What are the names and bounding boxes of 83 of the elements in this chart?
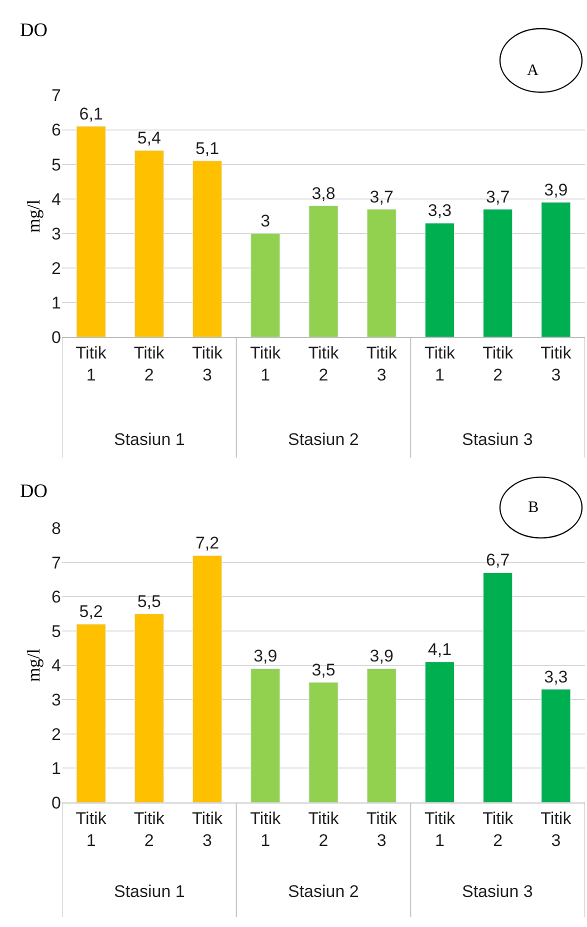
y-tick-label: 7 bbox=[52, 86, 61, 106]
y-tick-label: 4 bbox=[52, 656, 61, 676]
x-tick-label: Titik 3 bbox=[540, 344, 572, 385]
bar bbox=[134, 150, 164, 338]
data-label: 3,7 bbox=[370, 187, 394, 206]
bar bbox=[192, 160, 222, 338]
text: Stasiun 1 bbox=[114, 430, 185, 449]
x-tick-label: Titik 2 bbox=[308, 344, 340, 385]
data-label: 7,2 bbox=[195, 534, 220, 553]
y-tick-label: 8 bbox=[52, 519, 61, 538]
x-tick-label: Titik 3 bbox=[192, 808, 224, 850]
data-label: 5,2 bbox=[79, 602, 103, 622]
x-tick-label: Titik 2 bbox=[482, 808, 514, 850]
data-label: 4,1 bbox=[428, 640, 452, 659]
text: Stasiun 1 bbox=[114, 882, 185, 901]
bar bbox=[424, 662, 454, 802]
data-label: 3,3 bbox=[544, 667, 568, 686]
bar bbox=[250, 668, 280, 802]
bar bbox=[483, 209, 513, 338]
x-tick-label: Titik 1 bbox=[250, 808, 282, 850]
y-tick-label: 4 bbox=[52, 190, 61, 209]
y-axis-title: mg/l bbox=[24, 648, 44, 682]
text: Stasiun 3 bbox=[462, 882, 533, 901]
x-tick-label: Titik 1 bbox=[250, 344, 282, 385]
x-tick-label: Titik 1 bbox=[424, 808, 456, 850]
bar bbox=[192, 555, 222, 802]
data-label: 3,9 bbox=[370, 646, 394, 666]
data-label: 3,3 bbox=[428, 201, 452, 220]
y-axis-title: mg/l bbox=[24, 200, 44, 233]
x-tick-label: Titik 1 bbox=[424, 344, 456, 385]
y-tick-label: 1 bbox=[52, 294, 61, 313]
bar bbox=[76, 624, 106, 802]
bar bbox=[366, 668, 396, 802]
y-tick-label: 0 bbox=[52, 793, 61, 812]
x-tick-label: Titik 3 bbox=[540, 808, 572, 850]
chart-title: DO bbox=[20, 20, 48, 41]
y-tick-label: 1 bbox=[52, 759, 61, 778]
text: Stasiun 2 bbox=[288, 430, 359, 449]
y-tick-label: 5 bbox=[52, 622, 61, 641]
y-tick-label: 2 bbox=[52, 258, 61, 278]
bar bbox=[483, 572, 513, 802]
x-tick-label: Titik 3 bbox=[366, 344, 398, 385]
chart-title: DO bbox=[20, 481, 48, 502]
data-label: 3,7 bbox=[486, 187, 510, 206]
data-label: 6,1 bbox=[79, 104, 103, 124]
data-label: 5,5 bbox=[137, 592, 161, 611]
y-tick-label: 0 bbox=[52, 328, 61, 348]
x-tick-label: Titik 3 bbox=[366, 808, 398, 850]
x-tick-label: Titik 2 bbox=[308, 808, 340, 850]
y-tick-label: 3 bbox=[52, 690, 61, 710]
y-tick-label: 6 bbox=[52, 588, 61, 607]
data-label: 3,5 bbox=[312, 660, 336, 680]
bar bbox=[424, 222, 454, 338]
bar bbox=[250, 233, 280, 338]
x-tick-label: Titik 1 bbox=[76, 808, 107, 850]
bar bbox=[366, 209, 396, 338]
data-label: 5,1 bbox=[195, 138, 220, 158]
bar bbox=[76, 126, 106, 338]
data-label: 3 bbox=[260, 211, 270, 230]
bar bbox=[308, 206, 338, 338]
x-tick-label: Titik 2 bbox=[482, 344, 514, 385]
text: A bbox=[527, 62, 539, 79]
x-tick-label: Titik 2 bbox=[134, 344, 165, 385]
y-tick-label: 3 bbox=[52, 224, 61, 244]
y-tick-label: 6 bbox=[52, 120, 61, 140]
x-tick-label: Titik 1 bbox=[76, 344, 107, 385]
text: Stasiun 3 bbox=[462, 430, 533, 449]
y-tick-label: 7 bbox=[52, 553, 61, 572]
text: Stasiun 2 bbox=[288, 882, 359, 901]
data-label: 6,7 bbox=[486, 550, 510, 570]
data-label: 3,9 bbox=[544, 180, 568, 200]
bar bbox=[308, 682, 338, 802]
data-label: 3,9 bbox=[254, 646, 278, 666]
y-tick-label: 2 bbox=[52, 724, 61, 744]
x-tick-label: Titik 3 bbox=[192, 344, 224, 385]
data-label: 5,4 bbox=[137, 128, 161, 148]
y-tick-label: 5 bbox=[52, 155, 61, 174]
bar bbox=[541, 202, 571, 338]
bar bbox=[541, 689, 571, 802]
text: B bbox=[528, 499, 539, 516]
x-tick-label: Titik 2 bbox=[134, 808, 165, 850]
bar bbox=[134, 614, 164, 802]
data-label: 3,8 bbox=[312, 184, 336, 203]
